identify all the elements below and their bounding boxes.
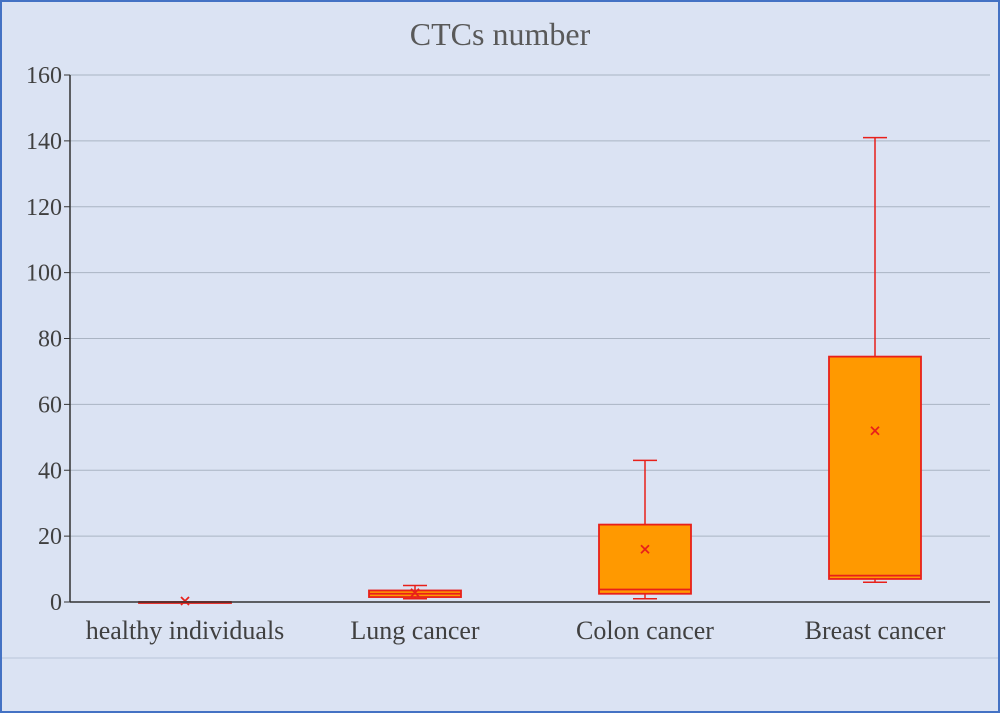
box-series bbox=[139, 138, 921, 605]
y-tick-label: 140 bbox=[26, 129, 62, 155]
box-group bbox=[829, 138, 921, 583]
y-tick-label: 80 bbox=[38, 327, 62, 353]
chart-title: CTCs number bbox=[410, 16, 591, 52]
y-tick-label: 60 bbox=[38, 392, 62, 418]
y-tick-label: 160 bbox=[26, 63, 62, 89]
x-category-label: Lung cancer bbox=[350, 616, 480, 645]
x-category-label: Colon cancer bbox=[576, 616, 714, 645]
x-axis-categories: healthy individuals Lung cancer Colon canc… bbox=[86, 616, 946, 645]
y-tick-label: 100 bbox=[26, 261, 62, 287]
box-group bbox=[139, 597, 231, 605]
iqr-box bbox=[599, 525, 691, 594]
box-plot-chart: CTCs number 0 20 40 60 80 100 120 140 160 health… bbox=[2, 2, 998, 711]
iqr-box bbox=[829, 357, 921, 579]
y-tick-label: 40 bbox=[38, 458, 62, 484]
y-axis-ticks: 0 20 40 60 80 100 120 140 160 bbox=[26, 63, 70, 616]
y-tick-label: 120 bbox=[26, 195, 62, 221]
y-tick-label: 20 bbox=[38, 524, 62, 550]
x-category-label: Breast cancer bbox=[805, 616, 946, 645]
x-category-label: healthy individuals bbox=[86, 616, 285, 645]
box-group bbox=[599, 460, 691, 598]
y-tick-label: 0 bbox=[50, 590, 62, 616]
box-group bbox=[369, 586, 461, 599]
chart-frame: CTCs number 0 20 40 60 80 100 120 140 160 health… bbox=[0, 0, 1000, 713]
